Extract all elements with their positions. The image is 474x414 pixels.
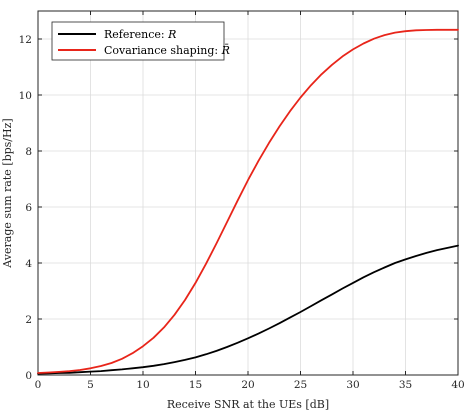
x-tick-label: 35 xyxy=(399,379,412,391)
y-tick-label: 10 xyxy=(19,90,32,102)
y-tick-label: 12 xyxy=(19,34,32,46)
x-tick-label: 20 xyxy=(241,379,254,391)
x-tick-label: 25 xyxy=(294,379,307,391)
legend-entry-covariance-shaping: Covariance shaping: R̄ xyxy=(104,44,230,57)
x-tick-label: 0 xyxy=(35,379,42,391)
legend-box xyxy=(51,21,225,61)
x-axis-label: Receive SNR at the UEs [dB] xyxy=(167,398,329,411)
x-tick-label: 5 xyxy=(87,379,94,391)
x-tick-label: 15 xyxy=(189,379,202,391)
x-tick-label: 30 xyxy=(346,379,359,391)
y-tick-label: 2 xyxy=(25,314,32,326)
x-tick-label: 40 xyxy=(451,379,464,391)
axis-tick-labels: 0 5 10 15 20 25 30 35 40 0 2 4 6 8 10 12 xyxy=(19,34,465,391)
grid xyxy=(37,11,459,376)
y-tick-label: 4 xyxy=(25,258,32,270)
y-tick-label: 6 xyxy=(25,202,32,214)
series-line-covariance-shaping xyxy=(37,28,459,374)
y-tick-label: 0 xyxy=(25,370,32,382)
y-axis-label: Average sum rate [bps/Hz] xyxy=(1,118,14,268)
x-tick-label: 10 xyxy=(136,379,149,391)
series-layer xyxy=(37,28,459,375)
legend-entry-reference: Reference: R xyxy=(104,28,176,41)
legend: Reference: R Covariance shaping: R̄ xyxy=(51,21,230,61)
y-tick-label: 8 xyxy=(25,146,32,158)
series-line-reference xyxy=(37,244,459,375)
